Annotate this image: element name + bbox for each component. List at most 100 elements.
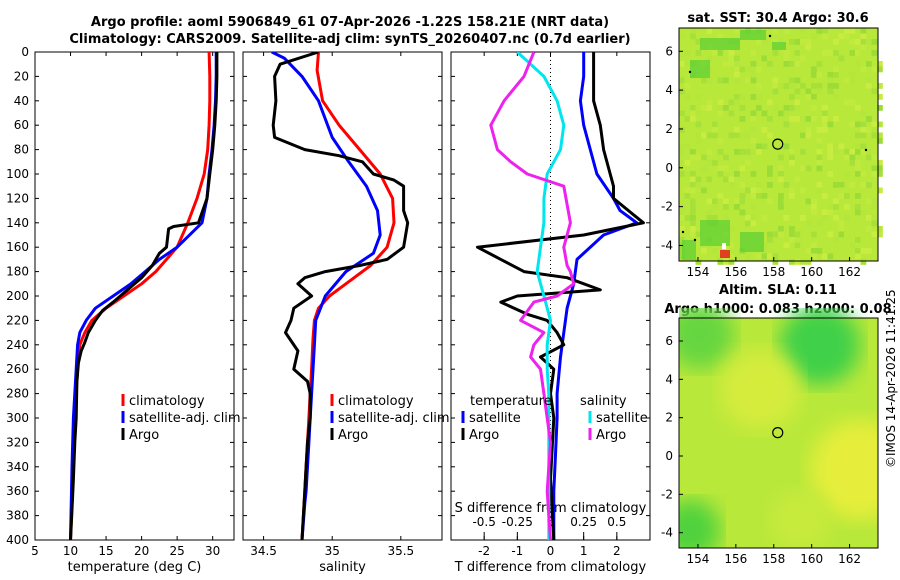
salinity-panel: 34.5 35 35.5 salinity climatology satellite-a… xyxy=(242,51,450,575)
sst-cell xyxy=(772,253,779,260)
sst-cell xyxy=(871,94,878,100)
sst-cell xyxy=(811,72,817,78)
sst-cell xyxy=(712,160,718,166)
sst-cell xyxy=(728,50,735,56)
x-tick-label: 156 xyxy=(724,265,747,279)
sst-cell xyxy=(767,231,773,238)
sst-cell xyxy=(750,110,757,117)
legend-label: Argo xyxy=(338,428,368,443)
sst-cell xyxy=(778,198,784,205)
sst-cell xyxy=(695,231,702,238)
sst-cell xyxy=(866,116,872,122)
sst-cell xyxy=(877,61,883,67)
sst-cell xyxy=(684,171,691,177)
sst-cell xyxy=(723,61,729,67)
sst-cell xyxy=(783,61,790,67)
sst-cell xyxy=(805,132,812,139)
sst-cell xyxy=(866,209,872,216)
sst-cell xyxy=(855,171,861,177)
temperature-panel: 0 20 40 60 80 100 120 140 160 180 200 220 240 260 280 3… xyxy=(6,45,241,575)
sst-cell xyxy=(684,66,691,73)
sst-cell xyxy=(750,204,757,210)
sst-cell xyxy=(772,83,779,89)
sst-cell xyxy=(805,220,812,227)
sst-cell xyxy=(767,237,773,243)
sst-cell xyxy=(827,182,834,188)
sst-cell xyxy=(723,28,729,34)
sst-cell xyxy=(816,182,823,188)
sst-cell xyxy=(745,253,751,260)
sst-cell xyxy=(706,209,713,216)
sst-cell xyxy=(706,77,713,84)
salinity-xlabel: salinity xyxy=(319,560,366,575)
sst-cell xyxy=(701,154,707,161)
sst-cell xyxy=(811,231,817,238)
sst-cell xyxy=(805,259,812,265)
sst-cell xyxy=(717,33,724,40)
sst-cell xyxy=(800,176,806,183)
sst-cell xyxy=(855,209,861,216)
sst-cell xyxy=(860,110,867,117)
salinity-series-group xyxy=(271,52,410,540)
sst-cell xyxy=(871,237,878,243)
sst-cell xyxy=(789,187,795,194)
sst-cell xyxy=(811,99,817,106)
x-tick-label: 156 xyxy=(724,552,747,566)
sst-cell xyxy=(679,127,685,133)
sst-cell xyxy=(838,226,845,232)
sst-cell xyxy=(800,83,806,89)
sst-cell xyxy=(794,99,801,106)
sst-cell xyxy=(860,259,867,265)
sst-cell xyxy=(761,253,768,260)
sst-cell xyxy=(734,55,740,62)
x-tick-label: 20 xyxy=(134,544,149,558)
sst-cell xyxy=(756,193,762,199)
sst-cell xyxy=(690,105,696,111)
sst-cell xyxy=(827,204,834,210)
sst-cell xyxy=(750,127,757,133)
y-tick-label: 180 xyxy=(6,265,29,279)
sst-cell xyxy=(690,149,696,155)
y-tick-label: 2 xyxy=(665,411,673,425)
sst-cell xyxy=(679,50,685,56)
sst-cell xyxy=(794,72,801,78)
sst-cell xyxy=(739,165,746,172)
sst-cell xyxy=(871,231,878,238)
sst-cell xyxy=(717,105,724,111)
sst-cell xyxy=(734,28,740,34)
sst-cell xyxy=(816,187,823,194)
x2-tick-label: -0.25 xyxy=(502,515,533,529)
sst-cell xyxy=(833,66,839,73)
coast-dot xyxy=(688,70,692,74)
sst-cell xyxy=(816,143,823,150)
sst-cell xyxy=(789,160,795,166)
sst-cell xyxy=(756,187,762,194)
sst-cell xyxy=(767,253,773,260)
sst-cell xyxy=(772,259,779,265)
diff-xlabel: T difference from climatology xyxy=(454,560,647,575)
sst-cell xyxy=(877,121,883,128)
y-tick-label: 120 xyxy=(6,191,29,205)
sst-cell xyxy=(778,231,784,238)
sst-cell xyxy=(833,116,839,122)
sst-cell xyxy=(849,28,856,34)
sst-cell xyxy=(761,127,768,133)
sst-cell xyxy=(695,198,702,205)
sst-cell xyxy=(794,77,801,84)
sst-cell xyxy=(794,259,801,265)
sst-cell xyxy=(789,116,795,122)
sst-cell xyxy=(811,105,817,111)
y-tick-label: 0 xyxy=(665,161,673,175)
sst-cell xyxy=(855,50,861,56)
sst-map-title: sat. SST: 30.4 Argo: 30.6 xyxy=(687,11,868,26)
sst-cell xyxy=(690,226,696,232)
sst-cell xyxy=(789,226,795,232)
sst-cell xyxy=(833,215,839,221)
series-argo xyxy=(271,52,410,540)
coast-dot xyxy=(864,148,868,152)
sst-cell xyxy=(701,248,707,254)
sst-cell xyxy=(844,105,850,111)
sst-cell xyxy=(822,33,828,40)
sst-cell xyxy=(723,198,729,205)
sst-cell xyxy=(877,160,883,166)
